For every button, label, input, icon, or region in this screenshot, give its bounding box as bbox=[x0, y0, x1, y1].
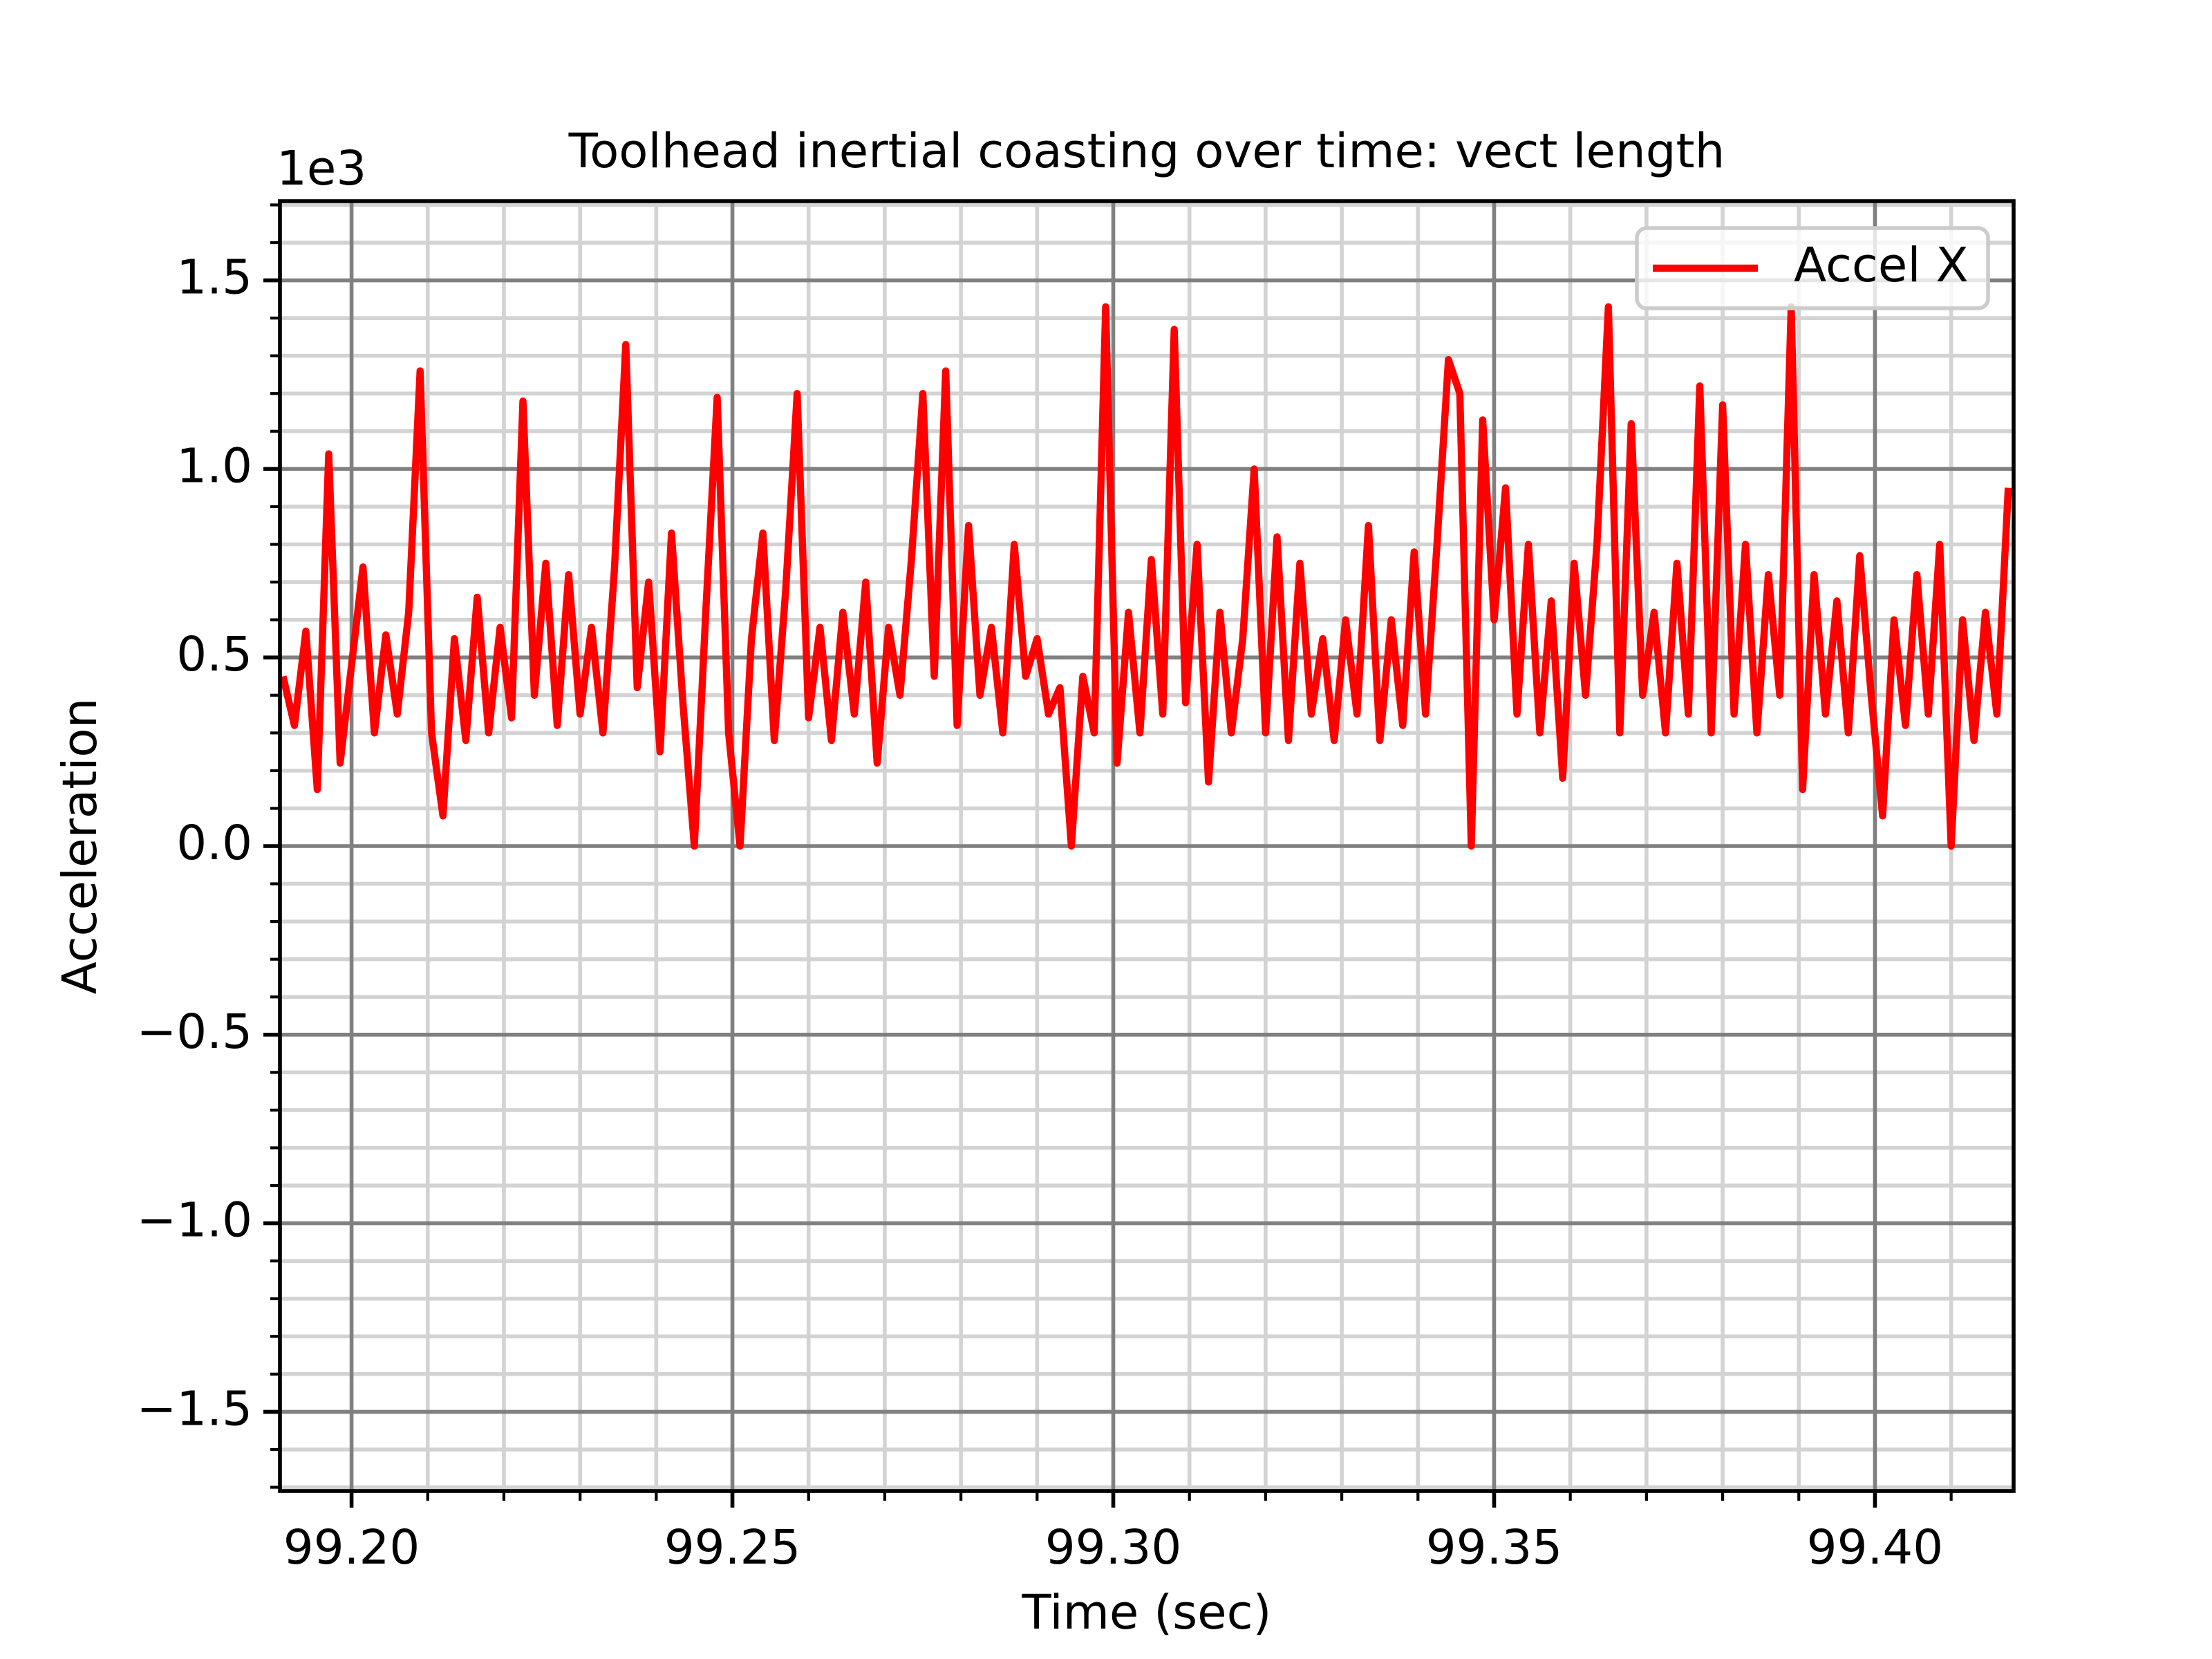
x-tick-label: 99.35 bbox=[1426, 1520, 1563, 1575]
chart-title: Toolhead inertial coasting over time: ve… bbox=[568, 124, 1725, 179]
x-tick-label: 99.40 bbox=[1807, 1520, 1944, 1575]
y-tick-label: −0.5 bbox=[136, 1004, 252, 1060]
data-line bbox=[280, 303, 2012, 850]
y-tick-label: 1.0 bbox=[176, 438, 252, 494]
x-tick-label: 99.30 bbox=[1045, 1520, 1182, 1575]
legend-label: Accel X bbox=[1794, 238, 1969, 293]
axes-frame bbox=[278, 199, 2016, 1493]
y-tick-label: 0.0 bbox=[176, 816, 252, 871]
x-tick-label: 99.20 bbox=[283, 1520, 420, 1575]
y-tick-label: 1.5 bbox=[176, 250, 252, 306]
y-axis-label: Acceleration bbox=[53, 698, 108, 995]
y-tick-label: 0.5 bbox=[176, 627, 252, 682]
legend-box bbox=[1635, 226, 1990, 310]
y-offset-label: 1e3 bbox=[276, 141, 366, 196]
x-tick-label: 99.25 bbox=[664, 1520, 801, 1575]
x-axis-label: Time (sec) bbox=[1022, 1585, 1272, 1640]
y-tick-label: −1.0 bbox=[136, 1193, 252, 1248]
y-tick-label: −1.5 bbox=[136, 1381, 252, 1436]
